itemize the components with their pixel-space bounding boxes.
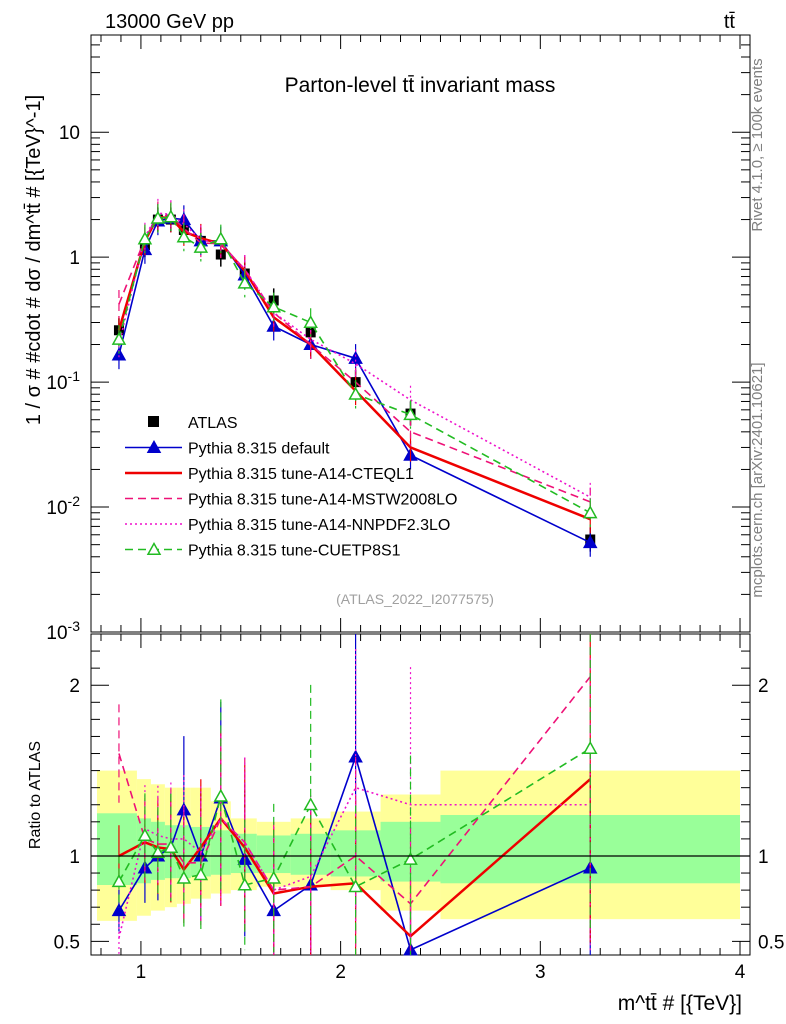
series-marker: [150, 210, 166, 224]
main-axis-ticks: 10 1 10-1 10-2 10-3: [46, 34, 750, 644]
series-marker: [193, 239, 209, 253]
x-tick-labels: 1 2 3 4: [136, 962, 746, 983]
series-marker: [303, 314, 318, 329]
legend-entry: Pythia 8.315 default: [188, 441, 330, 458]
x-tick-label: 4: [735, 962, 746, 983]
legend-entry: Pythia 8.315 tune-A14-MSTW2008LO: [188, 492, 457, 509]
rivet-label: Rivet 4.1.0, ≥ 100k events: [749, 58, 766, 231]
series-marker: [266, 299, 281, 313]
energy-label: 13000 GeV pp: [105, 11, 234, 33]
legend-entry: Pythia 8.315 tune-A14-NNPDF2.3LO: [188, 517, 450, 534]
x-axis-label: m^tt̄ # [{TeV}]: [618, 992, 742, 1015]
series-marker: [403, 407, 418, 421]
legend-marker: [146, 439, 162, 454]
ratio-band-bin: [136, 818, 151, 884]
ratio-marker: [348, 879, 363, 893]
legend-entry: Pythia 8.315 tune-CUETP8S1: [188, 543, 401, 560]
ratio-series-layer: [111, 634, 598, 956]
series-marker: [213, 231, 229, 245]
legend-entry: ATLAS: [188, 415, 238, 432]
y-axis-label: 1 / σ # #cdot # dσ / dm^tt̄ # [{TeV}^-1]: [23, 95, 45, 425]
process-label: tt̄: [724, 11, 736, 33]
ratio-marker: [163, 839, 179, 853]
ratio-marker: [176, 870, 192, 884]
ratio-marker: [111, 903, 127, 917]
y-tick-label: 10: [59, 123, 80, 144]
ratio-y-tick-label: 2: [69, 676, 80, 697]
ratio-axis-ticks: 2 2 1 1 0.5 0.5: [54, 634, 784, 955]
series-marker: [111, 331, 127, 345]
series-marker: [582, 534, 598, 549]
main-panel: 10 1 10-1 10-2 10-3 Parton-level tt̄ invaria…: [23, 34, 751, 644]
chart-title: Parton-level tt̄ invariant mass: [285, 74, 556, 97]
ratio-marker: [150, 845, 166, 859]
x-tick-label: 1: [136, 962, 147, 983]
ratio-marker: [266, 870, 281, 884]
ratio-band-bin: [230, 833, 257, 874]
ratio-y-tick-label: 1: [69, 847, 80, 868]
ratio-marker: [237, 877, 253, 891]
legend-entry: Pythia 8.315 tune-A14-CTEQL1: [188, 466, 414, 483]
ratio-marker: [193, 867, 209, 881]
main-series-layer: [111, 198, 598, 557]
legend-marker: [146, 541, 162, 556]
y-tick-label: 10-1: [46, 368, 80, 394]
series-marker: [111, 347, 127, 361]
series-marker: [348, 386, 363, 400]
ratio-y-axis-label: Ratio to ATLAS: [27, 741, 44, 849]
y-tick-label: 1: [69, 248, 80, 269]
ratio-marker: [137, 827, 153, 842]
y-tick-label: 10-3: [46, 618, 80, 644]
ratio-marker: [403, 851, 418, 865]
series-marker: [176, 229, 192, 243]
ratio-marker: [303, 797, 318, 811]
y-tick-label: 10-2: [46, 493, 80, 519]
source-label: mcplots.cern.ch [arXiv:2401.10621]: [749, 362, 766, 597]
ratio-marker: [111, 874, 127, 888]
series-marker: [137, 231, 153, 245]
series-marker: [348, 350, 363, 364]
ratio-y-tick-label: 0.5: [54, 932, 80, 953]
series-marker: [582, 505, 598, 519]
analysis-label: (ATLAS_2022_I2077575): [336, 591, 494, 607]
ratio-y-tick-label: 0.5: [758, 932, 784, 953]
legend-marker: [148, 416, 159, 427]
series-marker: [163, 209, 179, 223]
ratio-marker: [582, 740, 598, 754]
x-tick-label: 2: [335, 962, 346, 983]
ratio-panel: 2 2 1 1 0.5 0.5 Ratio to ATLAS: [27, 633, 784, 956]
ratio-y-tick-label: 1: [758, 847, 769, 868]
x-tick-label: 3: [535, 962, 546, 983]
ratio-marker: [213, 788, 229, 802]
series-marker: [237, 275, 253, 289]
ratio-y-tick-label: 2: [758, 676, 769, 697]
legend: ATLAS Pythia 8.315 default Pythia 8.315 tu…: [125, 415, 457, 560]
